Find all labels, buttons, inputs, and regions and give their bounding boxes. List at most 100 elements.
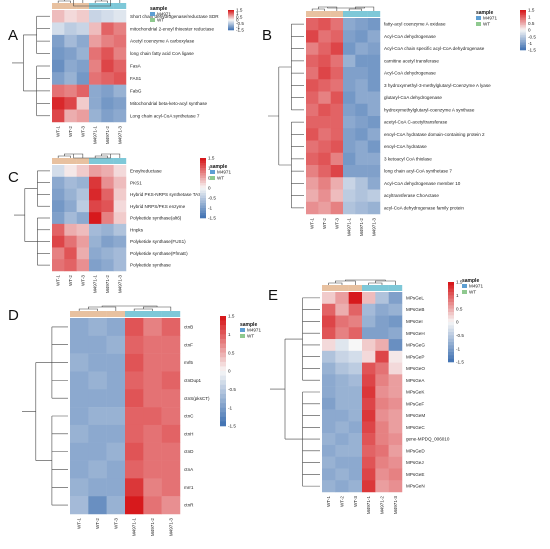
heatmap-cell [355,30,368,43]
color-scale-tick: 1 [208,166,211,171]
color-scale-step [220,393,226,399]
heatmap-cell [388,421,403,434]
color-scale-tick: -1 [528,41,533,46]
color-scale-step [200,170,206,174]
color-scale-step [520,18,526,21]
heatmap-cell [330,91,344,104]
column-dendrogram [78,308,98,311]
annotation-cell [101,158,114,164]
column-label: M4971-3 [371,218,376,237]
column-dendrogram [345,279,386,281]
heatmap-cell [318,177,331,190]
color-scale-step [228,20,234,22]
heatmap-cell [318,128,331,141]
heatmap-cell [343,140,356,153]
heatmap-cell [101,34,114,48]
column-label: M4971-1 [132,518,137,537]
row-label: Acyl-CoA dehydrogenase [384,34,436,39]
heatmap-cell [367,189,381,202]
color-scale-step [200,163,206,166]
heatmap-cell [64,235,77,248]
heatmap-cell [88,371,107,390]
color-scale-tick: 1.5 [456,280,463,285]
heatmap-cell [89,10,102,23]
row-label: glutaryl-CoA dehydrogenase [384,95,442,100]
annotation-cell [52,158,65,164]
heatmap-cell [143,496,162,515]
heatmap-cell [306,140,319,153]
heatmap-cell [362,468,376,481]
color-scale-tick: -1 [228,405,233,410]
heatmap-cell [343,116,356,129]
heatmap-cell [306,116,319,129]
heatmap-cell [388,480,403,493]
heatmap-cell [306,201,319,215]
heatmap-cell [143,442,162,461]
column-label: WT-1 [326,496,331,507]
heatmap-cell [362,397,376,410]
heatmap-cell [101,223,114,236]
color-scale-tick: 1 [528,14,531,19]
heatmap-cell [388,350,403,363]
legend-entry: WT [469,290,476,295]
annotation-cell [64,158,77,164]
color-scale-step [520,23,526,26]
annotation-cell [88,311,107,317]
heatmap-cell [335,409,349,422]
heatmap-cell [76,34,90,48]
row-label: hydroxymethylglutaryl-coenzyme A synthas… [384,107,475,112]
color-scale-step [448,332,454,336]
row-label: FasA [130,64,142,69]
heatmap-cell [375,386,389,399]
annotation-cell [89,158,102,164]
heatmap-cell [161,335,181,354]
heatmap-cell [143,318,162,337]
heatmap-cell [343,152,356,166]
heatmap-cell [88,478,107,497]
column-label: WT-3 [334,218,339,229]
color-scale-step [200,198,206,201]
color-scale-step [200,208,206,211]
heatmap-cell [64,200,77,213]
heatmap-cell [64,259,77,272]
heatmap-cell [306,152,319,166]
heatmap-cell [367,54,381,68]
row-label: fatty-acyl coenzyme A oxidase [384,22,446,27]
heatmap-cell [88,424,107,443]
row-label: Acyl-CoA chain specific acyl-CoA dehydro… [384,46,485,51]
color-scale-step [220,403,226,408]
heatmap-cell [343,30,356,43]
heatmap-cell [76,212,90,225]
row-label: acetyl-CoA C-acetyltransferase [384,120,448,125]
heatmap-cell [106,407,126,426]
heatmap-cell [388,397,403,410]
row-label: ctnA [184,467,194,472]
column-label: WT-1 [56,275,61,286]
heatmap-cell [76,72,90,85]
column-label: WT-3 [113,518,118,529]
legend-swatch [210,170,215,174]
row-label: ctnR [184,503,194,508]
legend-entry: M4971 [247,328,261,333]
color-scale-step [200,168,206,171]
heatmap-cell [335,303,349,316]
heatmap-cell [64,176,77,189]
color-scale-step [220,316,226,321]
heatmap-cell [318,103,331,117]
color-scale-step [448,312,454,316]
annotation-cell [70,311,89,317]
heatmap-cell [106,371,126,390]
heatmap-cell [322,374,336,387]
row-dendrogram [35,416,53,506]
heatmap-cell [367,30,381,43]
column-dendrogram [57,155,71,158]
color-scale-step [228,26,234,28]
color-scale-tick: -0.5 [236,21,244,26]
annotation-cell [64,3,77,9]
heatmap-cell [388,433,403,446]
heatmap-cell [113,109,127,123]
heatmap-cell [348,386,363,399]
color-scale-step [228,22,234,24]
annotation-cell [52,3,65,9]
heatmap-cell [113,176,127,189]
